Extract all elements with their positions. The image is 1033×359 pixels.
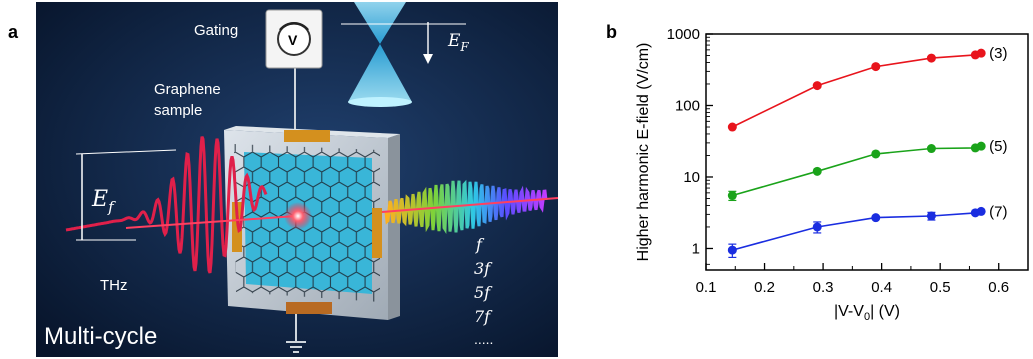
panel-b-letter: b (606, 22, 617, 42)
series-line-1 (732, 145, 982, 197)
series-label: (3) (989, 45, 1007, 62)
data-point (871, 213, 881, 223)
data-point (926, 211, 936, 221)
data-point (926, 53, 936, 63)
knob-arc-icon (279, 22, 309, 31)
series-label: (7) (989, 203, 1007, 220)
x-tick-label: 0.6 (988, 279, 1009, 296)
plot-frame (705, 33, 1029, 271)
series-line-2 (732, 210, 982, 251)
harmonic-5f: 5f (474, 283, 493, 302)
panel-a-letter: a (8, 22, 19, 42)
x-tick-label: 0.1 (696, 279, 717, 296)
x-tick-label: 0.4 (871, 279, 892, 296)
harmonic-3f: 3f (474, 259, 493, 278)
x-tick-label: 0.3 (813, 279, 834, 296)
schematic-illustration: Gating V EF Graphene sample (36, 2, 558, 357)
x-tick-label: 0.2 (754, 279, 775, 296)
data-point (871, 62, 881, 72)
data-point (976, 141, 986, 151)
y-tick-label: 1000 (667, 26, 700, 43)
y-axis-label: Higher harmonic E-field (V/cm) (635, 43, 652, 262)
harmonic-f: f (475, 235, 485, 254)
data-point (812, 222, 822, 232)
data-point (727, 122, 737, 132)
harmonic-7f: 7f (474, 307, 493, 326)
fermi-energy-label: EF (447, 31, 469, 54)
data-point (926, 144, 936, 154)
data-point (976, 206, 986, 216)
y-tick-label: 100 (675, 97, 700, 114)
thz-pulse (65, 136, 312, 274)
data-point (871, 149, 881, 159)
harmonic-ellipsis: ..... (474, 331, 493, 347)
graphene-label-line1: Graphene (154, 81, 221, 98)
x-axis-label: |V-V0| (V) (834, 303, 900, 323)
thz-label: THz (100, 277, 128, 294)
y-tick-label: 1 (692, 240, 700, 257)
data-point (727, 191, 737, 201)
multi-cycle-label: Multi-cycle (44, 323, 157, 350)
field-amplitude-label: Ef (91, 187, 116, 216)
data-point (727, 245, 737, 255)
data-point (812, 166, 822, 176)
y-tick-label: 10 (683, 169, 700, 186)
knob-label: V (288, 32, 298, 48)
harmonic-output (381, 179, 558, 234)
data-point (976, 48, 986, 58)
series-line-0 (731, 52, 982, 128)
data-point (812, 81, 822, 91)
field-amplitude-top (75, 149, 177, 155)
gating-label: Gating (194, 22, 238, 39)
harmonic-field-chart: 0.1 0.2 0.3 0.4 0.5 0.6 1 10 100 1000 |V-V0| (V) Hi… (635, 26, 1029, 323)
graphene-label-line2: sample (154, 102, 202, 119)
x-tick-label: 0.5 (930, 279, 951, 296)
series-label: (5) (989, 138, 1007, 155)
dirac-cone-diagram (341, 2, 466, 107)
